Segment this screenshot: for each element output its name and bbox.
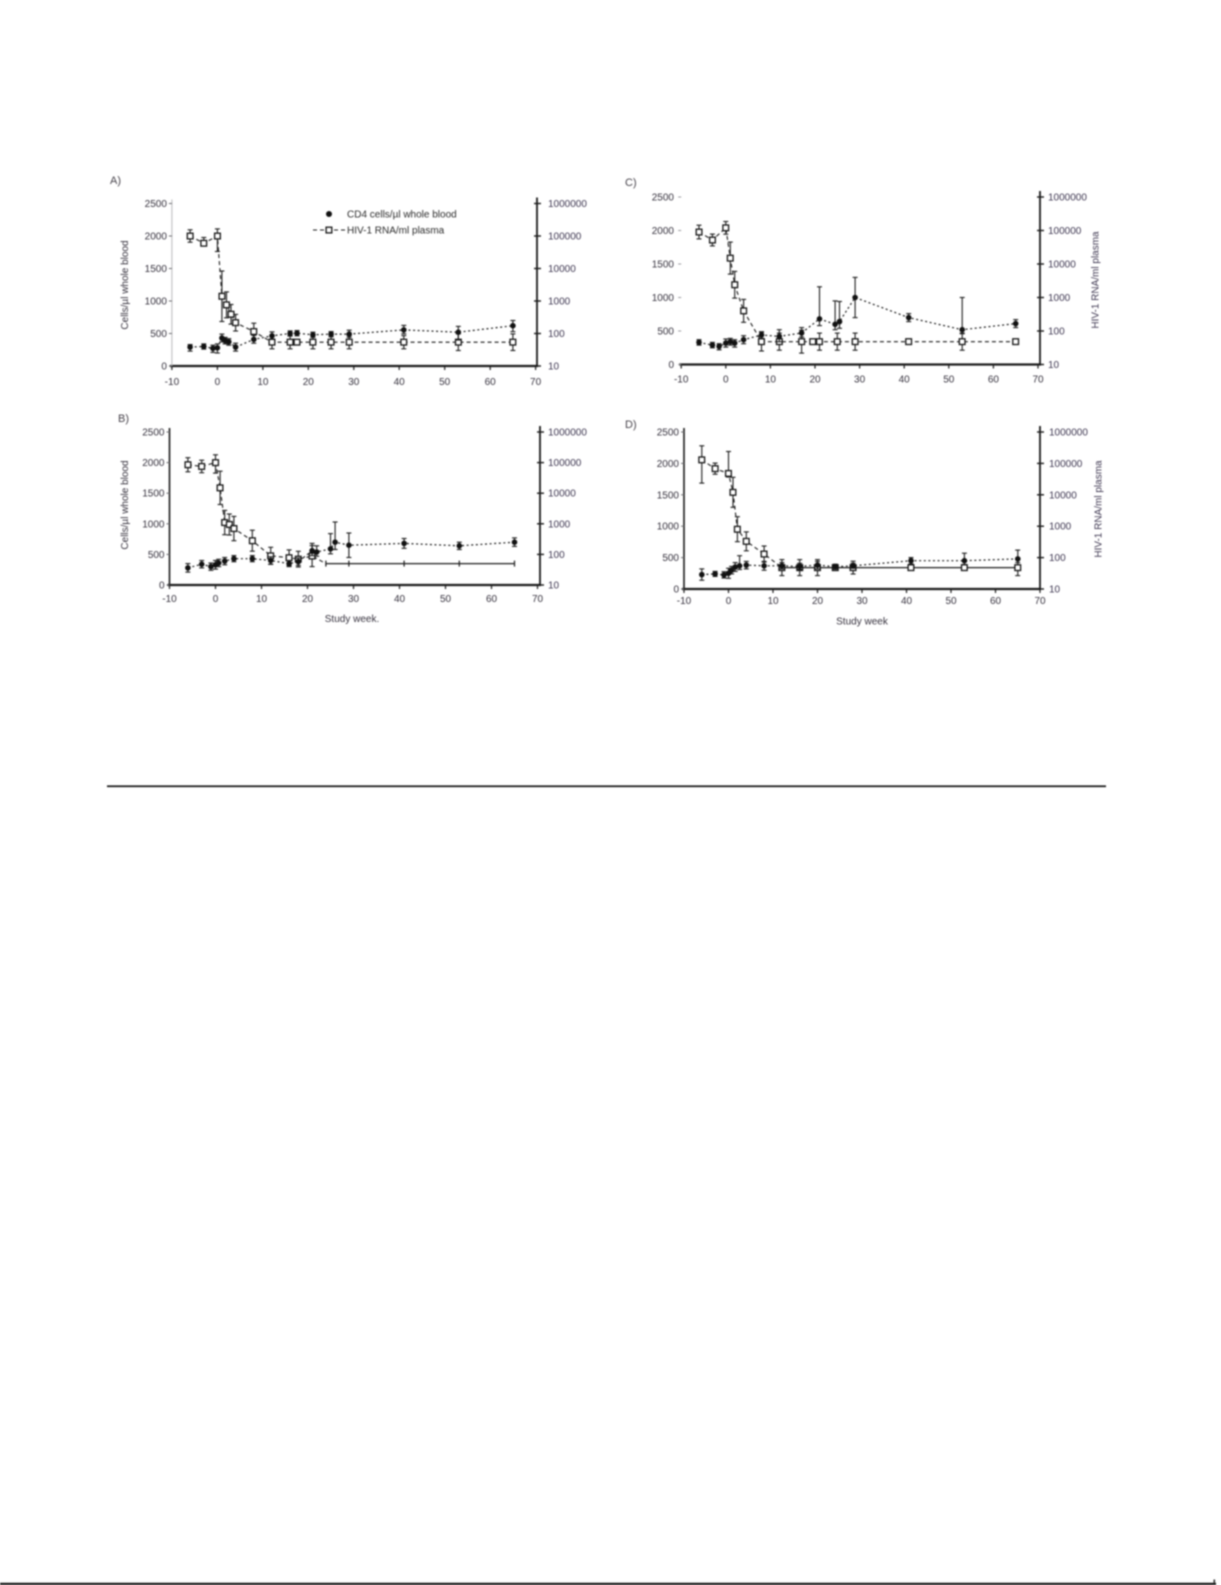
svg-text:100000: 100000 [1048, 226, 1082, 237]
svg-text:2500: 2500 [142, 428, 165, 439]
svg-text:Cells/µl whole blood: Cells/µl whole blood [120, 240, 131, 329]
svg-text:1000000: 1000000 [1048, 193, 1087, 204]
svg-text:-10: -10 [677, 596, 692, 607]
svg-text:2000: 2000 [657, 459, 680, 470]
svg-text:HIV-1 RNA/ml plasma: HIV-1 RNA/ml plasma [347, 226, 445, 237]
svg-text:50: 50 [943, 375, 955, 386]
svg-text:B): B) [118, 413, 129, 425]
svg-text:1500: 1500 [652, 260, 675, 271]
svg-text:-10: -10 [674, 375, 689, 386]
svg-text:1000: 1000 [548, 519, 571, 530]
svg-text:100: 100 [548, 329, 565, 340]
svg-text:Study week: Study week [836, 617, 889, 628]
svg-text:2000: 2000 [142, 458, 165, 469]
svg-text:10: 10 [765, 375, 777, 386]
svg-text:10: 10 [548, 362, 560, 373]
svg-text:500: 500 [150, 329, 167, 340]
svg-text:2500: 2500 [652, 193, 675, 204]
svg-text:1000000: 1000000 [1049, 428, 1088, 439]
svg-text:70: 70 [1032, 375, 1044, 386]
svg-text:500: 500 [148, 550, 165, 561]
svg-text:HIV-1 RNA/ml plasma: HIV-1 RNA/ml plasma [1094, 460, 1105, 558]
svg-text:A): A) [110, 175, 121, 187]
svg-text:30: 30 [348, 377, 360, 388]
svg-text:0: 0 [215, 377, 221, 388]
svg-text:40: 40 [394, 377, 406, 388]
svg-text:0: 0 [723, 375, 729, 386]
svg-text:1500: 1500 [657, 490, 680, 501]
svg-text:70: 70 [1034, 596, 1046, 607]
svg-text:100: 100 [1049, 553, 1066, 564]
svg-text:1000: 1000 [1049, 522, 1072, 533]
svg-text:10000: 10000 [548, 489, 576, 500]
svg-text:-10: -10 [162, 594, 177, 605]
svg-text:1500: 1500 [142, 489, 165, 500]
svg-text:0: 0 [159, 581, 165, 592]
svg-text:0: 0 [213, 594, 219, 605]
svg-text:2000: 2000 [145, 232, 168, 243]
svg-text:40: 40 [394, 594, 406, 605]
svg-text:CD4 cells/µl whole blood: CD4 cells/µl whole blood [347, 210, 457, 221]
svg-text:1000: 1000 [548, 297, 571, 308]
svg-text:1000: 1000 [142, 519, 165, 530]
svg-text:1000: 1000 [652, 293, 675, 304]
svg-text:100: 100 [548, 550, 565, 561]
svg-text:10: 10 [548, 581, 560, 592]
svg-text:70: 70 [530, 377, 542, 388]
svg-text:50: 50 [439, 377, 451, 388]
svg-text:100000: 100000 [1049, 459, 1083, 470]
svg-text:40: 40 [899, 375, 911, 386]
svg-text:2500: 2500 [145, 199, 168, 210]
svg-text:30: 30 [856, 596, 868, 607]
svg-text:60: 60 [990, 596, 1002, 607]
svg-text:70: 70 [532, 594, 544, 605]
svg-text:10: 10 [1048, 360, 1060, 371]
svg-text:20: 20 [303, 377, 315, 388]
svg-text:10000: 10000 [1048, 260, 1076, 271]
svg-text:100000: 100000 [548, 232, 582, 243]
svg-text:50: 50 [440, 594, 452, 605]
svg-text:0: 0 [161, 362, 167, 373]
svg-text:1000: 1000 [657, 522, 680, 533]
svg-text:Cells/µl whole blood: Cells/µl whole blood [120, 460, 131, 549]
svg-text:10: 10 [1049, 585, 1061, 596]
svg-text:Study week.: Study week. [325, 614, 379, 625]
svg-text:0: 0 [726, 596, 732, 607]
svg-text:1000: 1000 [145, 297, 168, 308]
svg-text:60: 60 [988, 375, 1000, 386]
svg-text:100000: 100000 [548, 458, 582, 469]
svg-text:1500: 1500 [145, 264, 168, 275]
svg-text:C): C) [625, 177, 637, 189]
svg-text:HIV-1 RNA/ml plasma: HIV-1 RNA/ml plasma [1091, 231, 1102, 329]
svg-text:40: 40 [901, 596, 913, 607]
svg-text:30: 30 [854, 375, 866, 386]
svg-text:10: 10 [256, 594, 268, 605]
svg-text:50: 50 [945, 596, 957, 607]
svg-text:100: 100 [1048, 327, 1065, 338]
svg-text:20: 20 [302, 594, 314, 605]
svg-text:0: 0 [673, 585, 679, 596]
svg-text:-10: -10 [165, 377, 180, 388]
svg-text:10: 10 [767, 596, 779, 607]
svg-text:20: 20 [812, 596, 824, 607]
svg-text:2500: 2500 [657, 428, 680, 439]
svg-text:1000: 1000 [1048, 293, 1071, 304]
svg-text:2000: 2000 [652, 226, 675, 237]
svg-text:500: 500 [657, 327, 674, 338]
svg-text:0: 0 [668, 360, 674, 371]
svg-text:D): D) [625, 419, 637, 431]
svg-text:1000000: 1000000 [548, 428, 587, 439]
svg-text:10000: 10000 [548, 264, 576, 275]
svg-text:500: 500 [662, 553, 679, 564]
svg-text:30: 30 [348, 594, 360, 605]
svg-text:1000000: 1000000 [548, 199, 587, 210]
svg-text:10000: 10000 [1049, 490, 1077, 501]
svg-text:20: 20 [809, 375, 821, 386]
svg-text:10: 10 [257, 377, 269, 388]
svg-text:60: 60 [486, 594, 498, 605]
svg-text:60: 60 [485, 377, 497, 388]
